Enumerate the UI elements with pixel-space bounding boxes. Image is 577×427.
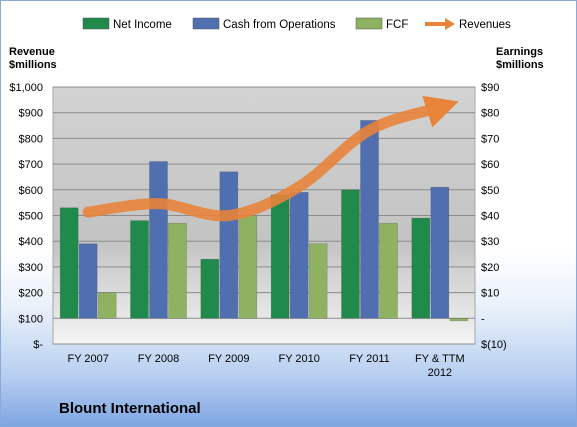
chart-title: Blount International bbox=[59, 400, 201, 417]
bar-fcf bbox=[238, 215, 258, 319]
category-label: FY 2007 bbox=[67, 353, 108, 365]
revenue-line bbox=[82, 95, 459, 222]
bar-fcf bbox=[97, 292, 117, 319]
right-tick-label: $20 bbox=[481, 262, 499, 274]
bar-net-income bbox=[270, 194, 290, 319]
right-tick-label: $90 bbox=[481, 82, 499, 94]
bar-cash-from-operations bbox=[78, 243, 98, 319]
bar-fcf bbox=[449, 317, 469, 322]
left-axis-label-line1: Revenue bbox=[9, 46, 55, 58]
legend-swatch-cash-from-operations bbox=[192, 17, 220, 30]
left-tick-label: $1,000 bbox=[9, 82, 43, 94]
right-tick-label: $40 bbox=[481, 211, 499, 223]
legend-label: FCF bbox=[386, 19, 408, 31]
legend-swatch-net-income bbox=[82, 17, 110, 30]
right-axis-label-line1: Earnings bbox=[496, 46, 544, 58]
category-label: FY 2011 bbox=[349, 353, 390, 365]
left-axis-label-line2: $millions bbox=[9, 59, 57, 71]
legend-arrow-icon bbox=[445, 18, 455, 30]
category-label: FY & TTM bbox=[415, 353, 465, 365]
right-tick-label: $10 bbox=[481, 288, 499, 300]
left-tick-label: $200 bbox=[19, 288, 43, 300]
bar-fcf bbox=[168, 222, 187, 319]
right-tick-label: $60 bbox=[481, 159, 499, 171]
bar-cash-from-operations bbox=[289, 192, 309, 319]
right-tick-label: $50 bbox=[481, 185, 499, 197]
right-tick-label: - bbox=[481, 313, 485, 325]
bar-fcf bbox=[379, 222, 398, 319]
left-tick-label: $100 bbox=[19, 313, 43, 325]
bar-net-income bbox=[341, 189, 360, 319]
bar-fcf bbox=[308, 243, 328, 319]
legend-swatch-fcf bbox=[355, 17, 383, 30]
right-tick-label: $80 bbox=[481, 108, 499, 120]
right-axis-label: Earnings $millions bbox=[496, 46, 544, 72]
right-tick-label: $70 bbox=[481, 133, 499, 145]
category-label: FY 2008 bbox=[138, 353, 179, 365]
bar-net-income bbox=[411, 217, 431, 319]
right-tick-label: $(10) bbox=[481, 339, 507, 351]
category-label-line2: 2012 bbox=[428, 367, 452, 379]
right-tick-label: $30 bbox=[481, 236, 499, 248]
bar-cash-from-operations bbox=[219, 171, 239, 319]
category-label: FY 2009 bbox=[208, 353, 249, 365]
left-axis-label: Revenue $millions bbox=[9, 46, 57, 72]
legend-label: Cash from Operations bbox=[223, 19, 336, 31]
right-axis-label-line2: $millions bbox=[496, 59, 544, 71]
bar-cash-from-operations bbox=[430, 186, 450, 319]
bar-net-income bbox=[59, 207, 79, 319]
bar-cash-from-operations bbox=[149, 161, 168, 319]
left-tick-label: $600 bbox=[19, 185, 43, 197]
left-tick-label: $300 bbox=[19, 262, 43, 274]
left-tick-label: $500 bbox=[19, 211, 43, 223]
legend-label: Revenues bbox=[459, 19, 511, 31]
left-tick-label: $700 bbox=[19, 159, 43, 171]
bar-net-income bbox=[200, 258, 220, 319]
left-tick-label: $- bbox=[33, 339, 43, 351]
bar-cash-from-operations bbox=[360, 120, 379, 319]
category-label: FY 2010 bbox=[278, 353, 319, 365]
left-tick-label: $900 bbox=[19, 108, 43, 120]
bar-net-income bbox=[130, 220, 149, 319]
left-tick-label: $800 bbox=[19, 133, 43, 145]
legend-label: Net Income bbox=[113, 19, 172, 31]
left-tick-label: $400 bbox=[19, 236, 43, 248]
